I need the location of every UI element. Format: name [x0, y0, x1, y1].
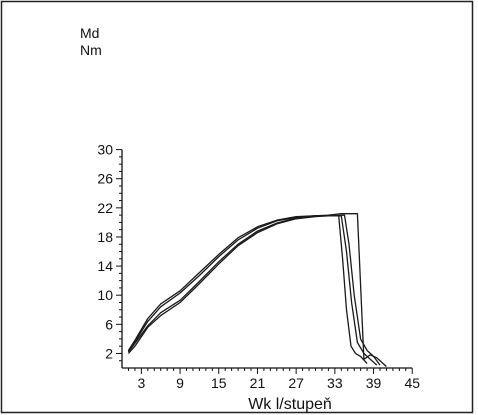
y-tick-label: 10	[97, 287, 113, 303]
x-tick-label: 15	[211, 375, 227, 391]
series-line-3	[127, 214, 381, 366]
y-tick-label: 18	[97, 229, 113, 245]
x-tick-label: 9	[176, 375, 184, 391]
y-axis-label-line1: Md	[80, 25, 99, 41]
y-axis-label-line2: Nm	[80, 42, 102, 58]
series-line-1	[127, 215, 368, 365]
x-tick-label: 39	[366, 375, 382, 391]
y-tick-label: 6	[105, 316, 113, 332]
y-tick-label: 30	[97, 142, 113, 158]
x-tick-label: 33	[327, 375, 343, 391]
x-axis: 3 9 15 21 27 33 39 45	[122, 367, 420, 391]
x-tick-label: 21	[250, 375, 266, 391]
plot-area	[127, 213, 387, 367]
y-tick-label: 2	[105, 345, 113, 361]
series-line-4	[127, 213, 387, 367]
x-tick-label: 3	[137, 375, 145, 391]
x-tick-label: 27	[288, 375, 304, 391]
y-tick-label: 22	[97, 200, 113, 216]
series-line-2	[127, 215, 378, 366]
y-tick-label: 26	[97, 171, 113, 187]
y-tick-label: 14	[97, 258, 113, 274]
x-axis-label: Wk l/stupeň	[248, 396, 332, 413]
x-tick-label: 45	[404, 375, 420, 391]
